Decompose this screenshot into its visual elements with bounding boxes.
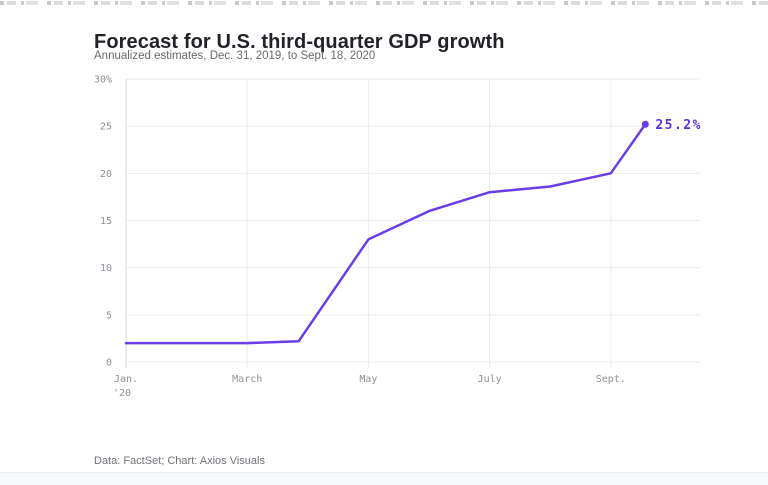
x-tick-label: March (232, 374, 262, 385)
end-value-label: 25.2% (655, 118, 702, 133)
y-tick-label: 15 (100, 216, 112, 227)
end-label-backing (650, 115, 707, 134)
gdp-forecast-line-chart: 0 5 10 15 20 25 30% Jan. '20 March May July Sept. 25.… (0, 70, 768, 405)
x-tick-label: Jan. (114, 374, 138, 385)
y-tick-label: 25 (100, 122, 112, 133)
bottom-page-edge (0, 472, 768, 485)
y-tick-label: 5 (106, 310, 112, 321)
x-tick-sublabel: '20 (113, 388, 131, 399)
y-tick-label: 10 (100, 263, 112, 274)
y-tick-label: 30% (94, 75, 112, 86)
chart-title: Forecast for U.S. third-quarter GDP grow… (94, 31, 505, 54)
source-credit: Data: FactSet; Chart: Axios Visuals (94, 455, 265, 467)
chart-canvas: 0 5 10 15 20 25 30% Jan. '20 March May July Sept. 25.… (94, 75, 707, 399)
top-clipped-text-artifact (0, 1, 768, 5)
chart-subtitle: Annualized estimates, Dec. 31, 2019, to … (94, 50, 376, 62)
x-tick-label: July (478, 374, 502, 385)
y-tick-label: 20 (100, 169, 112, 180)
end-point-dot (641, 120, 649, 128)
x-tick-label: Sept. (596, 374, 626, 385)
forecast-line (124, 123, 647, 345)
y-tick-label: 0 (106, 358, 112, 369)
x-tick-label: May (359, 374, 377, 385)
